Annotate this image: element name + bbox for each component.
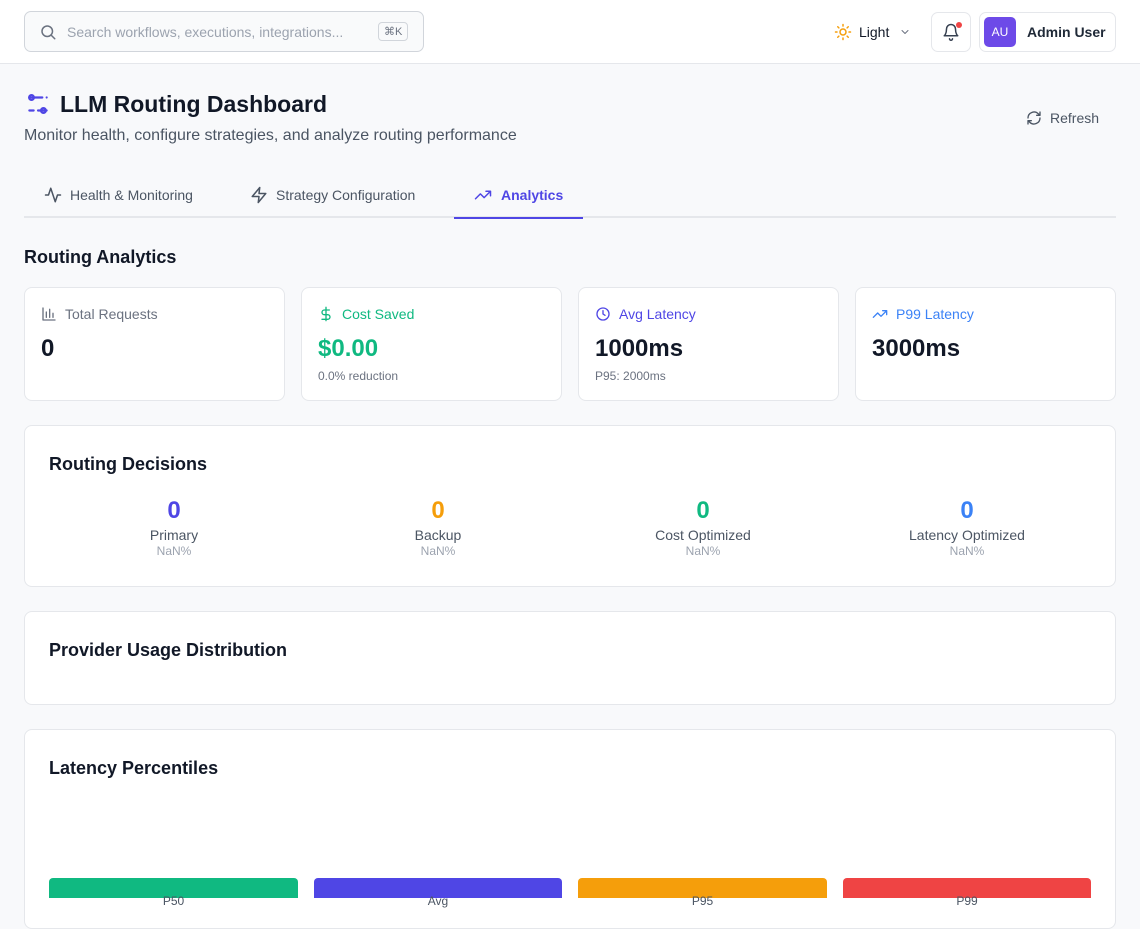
title-icon xyxy=(28,94,48,114)
stat-label: Cost Saved xyxy=(342,306,415,322)
stat-card: Cost Saved $0.00 0.0% reduction xyxy=(301,287,562,401)
bar-label: P95 xyxy=(691,894,714,908)
notification-dot xyxy=(956,22,962,28)
decision-share: NaN% xyxy=(156,544,192,558)
stat-value: 1000ms xyxy=(595,335,684,362)
tab-label: Analytics xyxy=(501,187,564,203)
stat-label: Total Requests xyxy=(65,306,158,322)
decision-count: 0 xyxy=(696,497,710,524)
tab-label: Strategy Configuration xyxy=(276,187,416,203)
stat-card: Total Requests 0 xyxy=(24,287,285,401)
theme-toggle[interactable]: Light xyxy=(832,18,914,46)
stat-card: P99 Latency 3000ms xyxy=(855,287,1116,401)
clock-icon xyxy=(596,307,610,321)
search-placeholder: Search workflows, executions, integratio… xyxy=(67,24,344,40)
decision-share: NaN% xyxy=(949,544,985,558)
decision-count: 0 xyxy=(960,497,974,524)
decision: 0 Backup NaN% xyxy=(313,497,563,558)
decision: 0 Latency Optimized NaN% xyxy=(842,497,1092,558)
dollar-icon xyxy=(321,306,331,322)
bell-icon xyxy=(943,23,959,41)
stat-label: P99 Latency xyxy=(896,306,974,322)
latency-card: Latency Percentiles P50 Avg P95 P99 xyxy=(24,729,1116,929)
decision-share: NaN% xyxy=(685,544,721,558)
chevron xyxy=(901,30,909,34)
decision-share: NaN% xyxy=(420,544,456,558)
bar-label: P99 xyxy=(956,894,978,908)
search-box[interactable]: Search workflows, executions, integratio… xyxy=(24,11,424,52)
top-bar: Search workflows, executions, integratio… xyxy=(0,0,1140,64)
stat-card: Avg Latency 1000ms P95: 2000ms xyxy=(578,287,839,401)
tab-active[interactable]: Analytics xyxy=(454,176,583,219)
latency-bar xyxy=(314,878,562,898)
page-title: LLM Routing Dashboard xyxy=(60,91,328,117)
decision-count: 0 xyxy=(167,497,181,524)
decision: 0 Primary NaN% xyxy=(49,497,299,558)
routing-decisions-card: Routing Decisions 0 Primary NaN% 0 Backup Na… xyxy=(24,425,1116,587)
stat-value: 0 xyxy=(41,335,55,362)
refresh-button[interactable]: Refresh xyxy=(1014,104,1114,132)
shortcut-hint: ⌘K xyxy=(378,22,409,41)
page-subtitle: Monitor health, configure strategies, an… xyxy=(24,127,517,144)
latency-bar xyxy=(49,878,298,898)
stat-note: P95: 2000ms xyxy=(595,369,666,383)
bar-label: P50 xyxy=(162,894,185,908)
stat-note: 0.0% reduction xyxy=(318,369,399,383)
chart-icon xyxy=(42,307,56,321)
activity-icon xyxy=(44,187,62,203)
trend-icon xyxy=(872,310,888,318)
provider-usage-card: Provider Usage Distribution xyxy=(24,611,1116,705)
decision: 0 Cost Optimized NaN% xyxy=(578,497,828,558)
decision-count: 0 xyxy=(431,497,445,524)
refresh-label: Refresh xyxy=(1050,110,1100,126)
sun-icon xyxy=(834,23,852,41)
stat-value: 3000ms xyxy=(872,335,961,362)
stat-value: $0.00 xyxy=(318,335,379,362)
card-title: Latency Percentiles xyxy=(49,758,219,778)
decision-label: Primary xyxy=(149,527,199,543)
avatar: AU xyxy=(984,17,1016,47)
latency-bar xyxy=(578,878,827,898)
user-menu[interactable]: AU Admin User xyxy=(979,12,1116,52)
trend-icon xyxy=(474,190,492,200)
user-name: Admin User xyxy=(1027,24,1106,40)
search-icon xyxy=(41,25,56,40)
theme-label: Light xyxy=(859,24,890,40)
bar-label: Avg xyxy=(427,894,449,908)
tab-label: Health & Monitoring xyxy=(70,187,193,203)
section-title: Routing Analytics xyxy=(24,247,177,267)
card-title: Routing Decisions xyxy=(49,454,208,474)
refresh-icon xyxy=(1027,111,1041,125)
decision-label: Latency Optimized xyxy=(909,527,1025,543)
stat-label: Avg Latency xyxy=(619,306,696,322)
card-title: Provider Usage Distribution xyxy=(49,640,288,660)
zap-icon xyxy=(251,186,267,204)
notifications-button[interactable] xyxy=(931,12,971,52)
decision-label: Cost Optimized xyxy=(655,527,751,543)
decision-label: Backup xyxy=(414,527,462,543)
latency-bar xyxy=(843,878,1091,898)
